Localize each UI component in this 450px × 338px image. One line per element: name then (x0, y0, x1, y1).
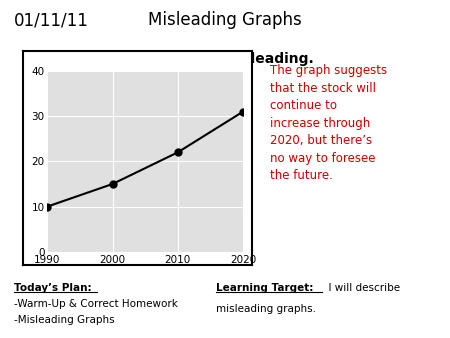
Text: Misleading Graphs: Misleading Graphs (148, 11, 302, 29)
Text: misleading graphs.: misleading graphs. (216, 304, 316, 314)
Text: Stock Value: Stock Value (96, 54, 179, 67)
Text: Today’s Plan:: Today’s Plan: (14, 283, 91, 292)
Text: Explain why this graph is misleading.: Explain why this graph is misleading. (22, 52, 314, 66)
Text: Learning Target:: Learning Target: (216, 283, 313, 292)
Text: I will describe: I will describe (322, 283, 400, 292)
Text: -Warm-Up & Correct Homework: -Warm-Up & Correct Homework (14, 299, 177, 309)
Text: -Misleading Graphs: -Misleading Graphs (14, 315, 114, 325)
Text: 01/11/11: 01/11/11 (14, 11, 88, 29)
Text: The graph suggests
that the stock will
continue to
increase through
2020, but th: The graph suggests that the stock will c… (270, 64, 387, 182)
